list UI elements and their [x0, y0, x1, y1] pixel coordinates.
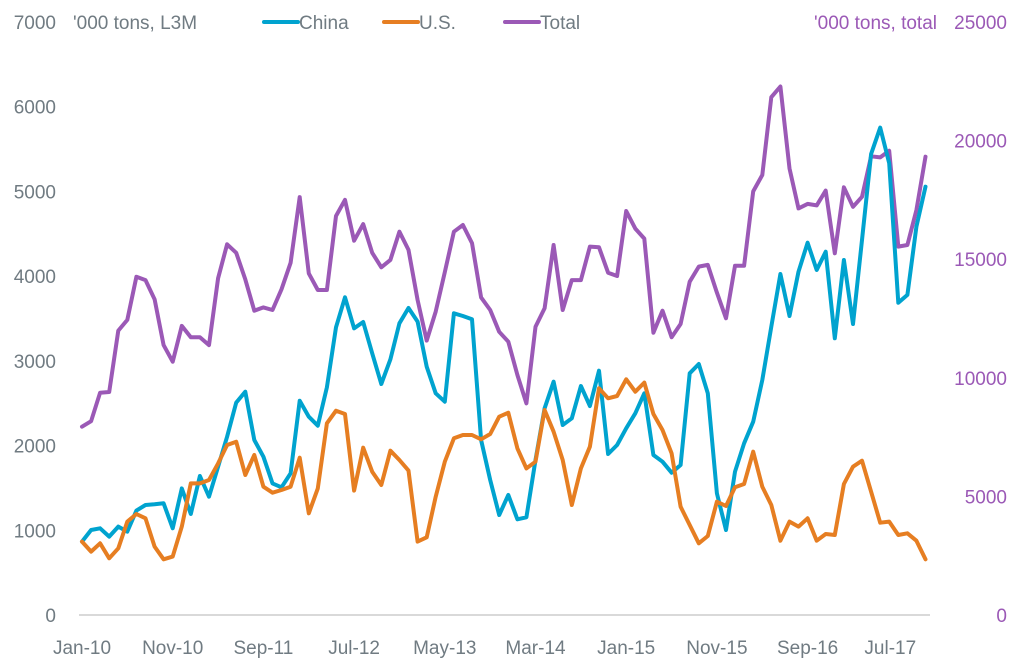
- legend-label-us: U.S.: [419, 13, 456, 34]
- legend-label-china: China: [299, 13, 349, 34]
- right-tick-label: 25000: [954, 13, 1007, 34]
- legend: China U.S. Total: [262, 13, 580, 34]
- right-tick-label: 10000: [954, 369, 1007, 390]
- x-tick-label: May-13: [413, 638, 476, 659]
- right-tick-label: 0: [996, 606, 1007, 627]
- x-tick-label: Sep-16: [777, 638, 838, 659]
- x-axis-ticks: Jan-10 Nov-10 Sep-11 Jul-12 May-13 Mar-14 Jan-…: [53, 638, 916, 659]
- series-lines: [80, 84, 928, 562]
- x-tick-label: Jan-10: [53, 638, 111, 659]
- x-tick-label: Sep-11: [233, 638, 293, 659]
- right-tick-label: 5000: [965, 487, 1007, 508]
- left-tick-label: 7000: [14, 13, 56, 34]
- x-tick-label: Nov-10: [142, 638, 203, 659]
- x-tick-label: Jul-12: [328, 638, 380, 659]
- x-tick-label: Jan-15: [597, 638, 655, 659]
- left-tick-label: 3000: [14, 352, 56, 373]
- legend-label-total: Total: [540, 13, 580, 34]
- x-tick-label: Mar-14: [505, 638, 566, 659]
- left-tick-label: 5000: [14, 182, 56, 203]
- left-tick-label: 1000: [14, 521, 56, 542]
- left-axis-label: '000 tons, L3M: [73, 13, 197, 34]
- left-tick-label: 4000: [14, 267, 56, 288]
- series-line-us: [80, 377, 928, 562]
- left-tick-label: 6000: [14, 98, 56, 119]
- right-axis-label: '000 tons, total: [814, 13, 937, 34]
- left-tick-label: 0: [45, 606, 56, 627]
- left-axis-ticks: 0 1000 2000 3000 4000 5000 6000 7000: [14, 13, 56, 627]
- x-tick-label: Jul-17: [864, 638, 916, 659]
- right-axis-ticks: 0 5000 10000 15000 20000 25000: [954, 13, 1007, 627]
- x-tick-label: Nov-15: [686, 638, 747, 659]
- left-tick-label: 2000: [14, 437, 56, 458]
- right-tick-label: 20000: [954, 132, 1007, 153]
- series-line-total: [80, 84, 928, 429]
- right-tick-label: 15000: [954, 250, 1007, 271]
